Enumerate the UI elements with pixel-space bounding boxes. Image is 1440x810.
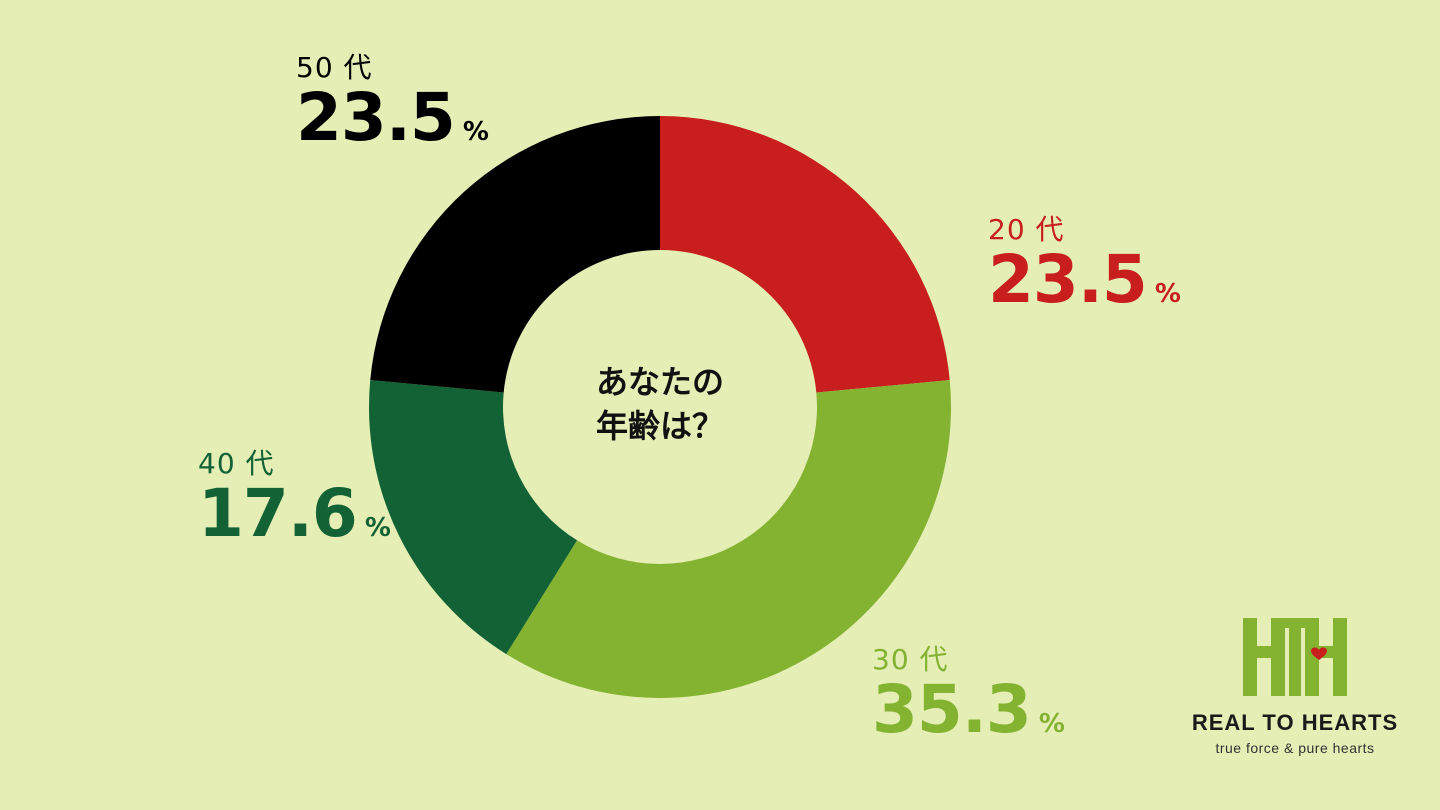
logo-bar <box>1271 618 1285 696</box>
logo-bar <box>1289 618 1301 696</box>
data-label-30s: 30 代 35.3% <box>872 644 1065 759</box>
percent-value-30s: 35.3 <box>872 671 1032 748</box>
hth-logo-icon <box>1243 618 1347 696</box>
slice-50s <box>370 116 660 393</box>
logo-bar <box>1257 646 1271 658</box>
data-label-40s: 40 代 17.6% <box>198 448 391 563</box>
chart-title-line-1: あなたの <box>595 363 724 401</box>
brand-tagline: true force & pure hearts <box>1215 740 1375 756</box>
percent-label-40s: 17.6% <box>198 481 391 563</box>
percent-unit-20s: % <box>1154 279 1181 309</box>
percent-value-50s: 23.5 <box>296 79 456 156</box>
percent-unit-50s: % <box>462 117 489 147</box>
category-label-30s: 30 代 <box>872 643 949 676</box>
logo-bar <box>1305 618 1319 696</box>
category-label-50s: 50 代 <box>296 51 373 84</box>
category-label-40s: 40 代 <box>198 447 275 480</box>
slice-30s <box>506 380 952 698</box>
data-label-20s: 20 代 23.5% <box>988 214 1181 329</box>
percent-label-20s: 23.5% <box>988 247 1181 329</box>
percent-unit-40s: % <box>364 513 391 543</box>
logo-bar <box>1333 618 1347 696</box>
percent-label-30s: 35.3% <box>872 677 1065 759</box>
data-label-50s: 50 代 23.5% <box>296 52 489 167</box>
percent-unit-30s: % <box>1038 709 1065 739</box>
percent-label-50s: 23.5% <box>296 85 489 167</box>
heart-icon <box>1311 647 1327 660</box>
brand-name: REAL TO HEARTS <box>1191 710 1399 735</box>
percent-value-20s: 23.5 <box>988 241 1148 318</box>
donut-slices <box>369 116 952 698</box>
category-label-20s: 20 代 <box>988 213 1065 246</box>
logo-bar <box>1243 618 1257 696</box>
slice-40s <box>369 380 578 655</box>
chart-title-line-2: 年齢は？ <box>595 407 724 445</box>
brand-logo: REAL TO HEARTS true force & pure hearts <box>1180 618 1410 756</box>
slice-20s <box>660 116 950 393</box>
percent-value-40s: 17.6 <box>198 475 358 552</box>
chart-title: あなたの 年齢は？ <box>560 360 760 448</box>
